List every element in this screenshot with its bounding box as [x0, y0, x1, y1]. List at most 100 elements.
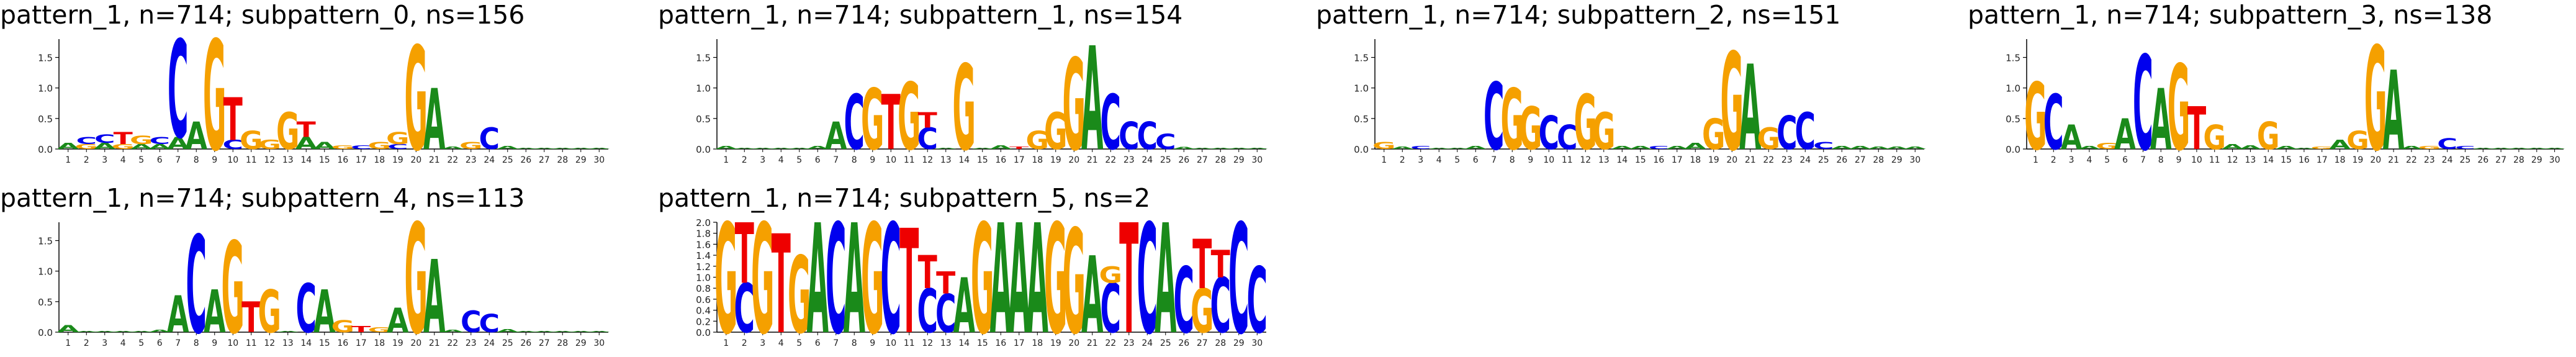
y-tick-label: 1.0: [696, 273, 711, 284]
logo-letter-A: A: [94, 330, 115, 332]
logo-letter-G: G: [112, 143, 135, 151]
y-tick-label: 1.0: [38, 83, 53, 94]
y-tick-label: 1.6: [696, 239, 711, 250]
x-tick-label: 12: [922, 338, 933, 348]
logo-letter-A: A: [1629, 145, 1652, 150]
x-tick-label: 2: [742, 338, 747, 348]
logo-panel-2: pattern_1, n=714; subpattern_2, ns=151 0…: [1316, 0, 1937, 181]
logo-letter-C: C: [186, 207, 207, 357]
x-tick-label: 19: [1050, 338, 1061, 348]
x-tick-label: 21: [429, 155, 440, 165]
logo-letter-A: A: [2114, 111, 2136, 160]
x-tick-label: 18: [2335, 155, 2346, 165]
logo-letter-G: G: [1501, 71, 1524, 169]
logo-letter-T: T: [735, 206, 754, 303]
logo-letter-T: T: [936, 266, 955, 302]
x-tick-label: 15: [319, 155, 330, 165]
logo-letter-A: A: [1228, 147, 1250, 149]
logo-letter-C: C: [1100, 269, 1121, 348]
x-tick-label: 5: [138, 155, 144, 165]
logo-letter-C: C: [2455, 145, 2475, 150]
x-tick-label: 28: [557, 338, 568, 348]
x-tick-label: 29: [1233, 155, 1245, 165]
logo-letter-A: A: [1886, 146, 1907, 150]
x-tick-label: 13: [282, 338, 294, 348]
logo-letter-G: G: [1372, 140, 1395, 151]
x-tick-label: 11: [246, 338, 257, 348]
logo-letter-G: G: [1702, 111, 1725, 159]
logo-letter-A: A: [442, 146, 464, 150]
x-tick-label: 18: [1032, 155, 1043, 165]
logo-letter-C: C: [844, 79, 865, 167]
x-tick-label: 3: [1418, 155, 1423, 165]
x-tick-label: 11: [904, 155, 915, 165]
logo-letter-G: G: [1063, 201, 1086, 357]
x-tick-label: 26: [520, 155, 531, 165]
x-tick-label: 13: [940, 338, 952, 348]
x-tick-label: 19: [1050, 155, 1061, 165]
logo-letter-A: A: [770, 147, 792, 149]
x-tick-label: 6: [815, 338, 821, 348]
logo-panel-5: pattern_1, n=714; subpattern_5, ns=2 0.0…: [658, 183, 1279, 357]
logo-letter-A: A: [2508, 148, 2530, 150]
x-tick-label: 30: [593, 338, 605, 348]
x-tick-label: 6: [157, 155, 163, 165]
x-tick-label: 10: [227, 338, 238, 348]
logo-letter-G: G: [368, 140, 391, 151]
x-tick-label: 3: [760, 155, 765, 165]
x-tick-label: 19: [392, 338, 403, 348]
logo-letter-C: C: [1119, 114, 1140, 158]
x-tick-label: 24: [484, 338, 495, 348]
x-tick-label: 8: [194, 338, 199, 348]
logo-letter-T: T: [899, 201, 919, 357]
panel-title: pattern_1, n=714; subpattern_1, ns=154: [658, 0, 1183, 30]
logo-letter-T: T: [918, 247, 938, 299]
x-tick-label: 12: [2227, 155, 2238, 165]
x-tick-label: 7: [175, 155, 181, 165]
y-tick-label: 0.0: [38, 144, 53, 155]
y-tick-label: 0.5: [1354, 114, 1369, 125]
logo-letter-T: T: [114, 129, 133, 148]
logo-letter-A: A: [57, 323, 79, 335]
x-tick-label: 3: [2069, 155, 2074, 165]
x-tick-label: 20: [2370, 155, 2381, 165]
x-tick-label: 19: [2353, 155, 2364, 165]
y-tick-label: 0.5: [696, 114, 711, 125]
logo-letter-A: A: [2222, 143, 2243, 151]
x-tick-label: 14: [958, 338, 970, 348]
x-tick-label: 1: [2033, 155, 2038, 165]
x-tick-label: 23: [1124, 155, 1135, 165]
logo-letter-G: G: [2310, 146, 2333, 150]
logo-letter-A: A: [570, 330, 592, 332]
logo-panel-0: pattern_1, n=714; subpattern_0, ns=156 0…: [0, 0, 621, 185]
logo-letter-G: G: [386, 129, 409, 148]
x-tick-label: 13: [282, 155, 294, 165]
logo-letter-C: C: [1648, 145, 1669, 150]
logo-letter-G: G: [75, 143, 98, 151]
y-tick-label: 1.5: [1354, 53, 1369, 64]
logo-letter-A: A: [2472, 148, 2494, 150]
x-tick-label: 16: [1653, 155, 1664, 165]
logo-letter-G: G: [1044, 103, 1067, 161]
logo-letter-C: C: [387, 143, 408, 151]
x-tick-label: 8: [1510, 155, 1515, 165]
logo-letter-T: T: [1009, 146, 1029, 150]
logo-letter-A: A: [588, 147, 610, 149]
logo-letter-A: A: [186, 114, 208, 158]
x-tick-label: 2: [84, 155, 89, 165]
logo-letter-C: C: [295, 270, 317, 348]
x-tick-label: 29: [575, 338, 587, 348]
logo-letter-A: A: [1191, 147, 1213, 149]
logo-letter-C: C: [1210, 262, 1231, 350]
x-tick-label: 24: [484, 155, 495, 165]
logo-letter-A: A: [204, 278, 226, 346]
logo-letter-A: A: [533, 147, 555, 149]
x-tick-label: 12: [922, 155, 933, 165]
x-tick-label: 20: [1726, 155, 1737, 165]
logo-letter-T: T: [297, 118, 317, 142]
logo-letter-C: C: [880, 193, 901, 357]
x-tick-label: 22: [447, 155, 458, 165]
y-tick-label: 0.4: [696, 305, 711, 317]
x-tick-label: 18: [374, 155, 385, 165]
x-tick-label: 10: [2191, 155, 2202, 165]
